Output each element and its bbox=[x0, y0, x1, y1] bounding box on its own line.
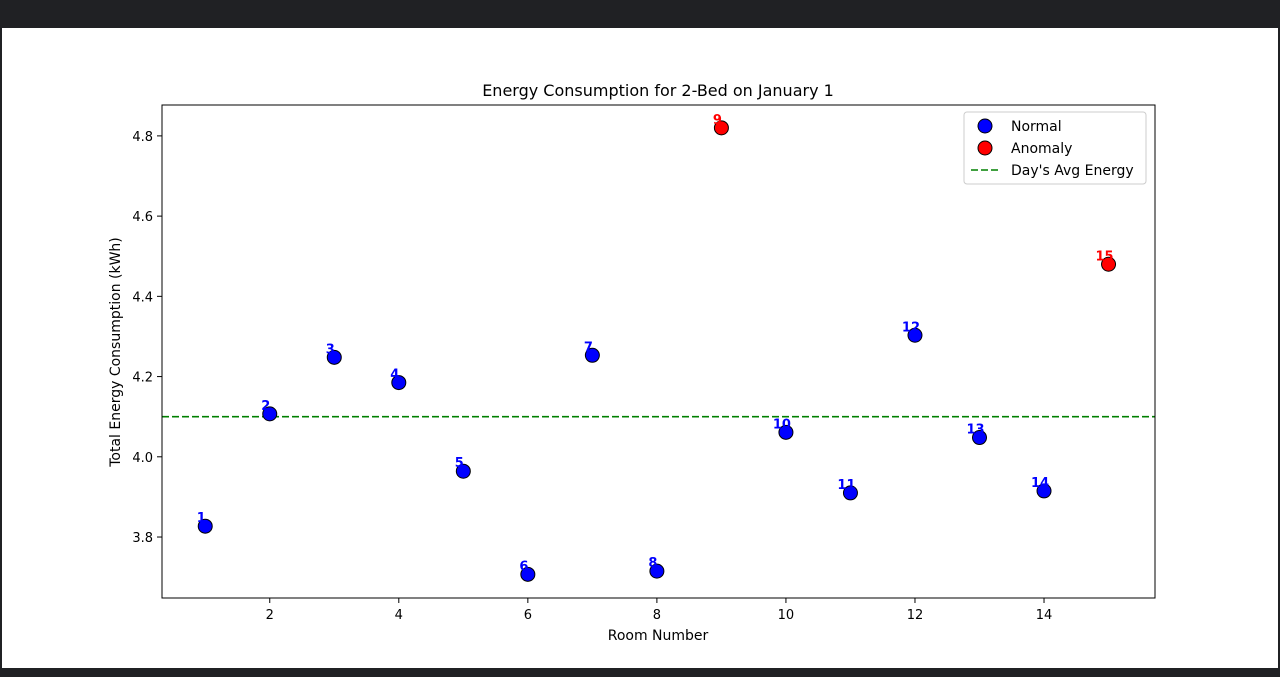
normal-point bbox=[778, 424, 794, 440]
x-tick-label: 8 bbox=[653, 608, 661, 623]
legend-marker bbox=[977, 140, 993, 156]
point-label: 7 bbox=[584, 340, 593, 355]
x-tick-label: 10 bbox=[778, 608, 795, 623]
y-tick-label: 4.2 bbox=[132, 371, 153, 386]
legend-marker bbox=[977, 118, 993, 134]
point-label: 12 bbox=[902, 320, 920, 335]
point-label: 9 bbox=[713, 113, 722, 128]
normal-point bbox=[455, 463, 471, 479]
y-tick-label: 4.4 bbox=[132, 290, 153, 305]
x-tick-label: 12 bbox=[907, 608, 924, 623]
legend-label: Anomaly bbox=[1011, 141, 1072, 157]
legend-box bbox=[963, 111, 1147, 185]
normal-point bbox=[649, 563, 665, 579]
y-tick-label: 4.0 bbox=[132, 451, 153, 466]
x-tick-label: 14 bbox=[1036, 608, 1053, 623]
point-label: 2 bbox=[261, 399, 270, 414]
normal-point bbox=[197, 518, 213, 534]
normal-point bbox=[584, 347, 600, 363]
chart-figure: Energy Consumption for 2-Bed on January … bbox=[2, 28, 1278, 668]
anomaly-point bbox=[713, 120, 729, 136]
x-tick-label: 6 bbox=[524, 608, 532, 623]
point-label: 1 bbox=[197, 511, 206, 526]
point-label: 4 bbox=[390, 368, 399, 383]
window-bottom-bar bbox=[0, 668, 1280, 677]
anomaly-point bbox=[1101, 256, 1117, 272]
x-tick-label: 4 bbox=[395, 608, 403, 623]
point-label: 10 bbox=[773, 417, 791, 432]
y-tick-label: 4.6 bbox=[132, 210, 153, 225]
point-label: 15 bbox=[1095, 249, 1113, 264]
normal-point bbox=[520, 566, 536, 582]
legend: Normal Anomaly Day's Avg Energy bbox=[963, 111, 1147, 185]
y-tick-label: 4.8 bbox=[132, 130, 153, 145]
plot-frame bbox=[161, 104, 1156, 599]
point-label: 5 bbox=[455, 456, 464, 471]
x-tick-label: 2 bbox=[266, 608, 274, 623]
legend-label: Day's Avg Energy bbox=[1011, 163, 1134, 179]
normal-point bbox=[1036, 483, 1052, 499]
normal-point bbox=[262, 406, 278, 422]
normal-point bbox=[391, 375, 407, 391]
point-label: 14 bbox=[1031, 476, 1049, 491]
y-axis-label: Total Energy Consumption (kWh) bbox=[108, 237, 124, 468]
normal-point bbox=[971, 430, 987, 446]
point-label: 13 bbox=[966, 423, 984, 438]
legend-label: Normal bbox=[1011, 119, 1062, 135]
plot-area: 2 4 6 8 10 12 143.84.04.24.44.64.8123456781011… bbox=[132, 104, 1156, 623]
point-label: 8 bbox=[648, 556, 657, 571]
point-label: 3 bbox=[326, 342, 335, 357]
x-axis-label: Room Number bbox=[608, 628, 709, 644]
window-top-bar bbox=[0, 0, 1280, 28]
normal-point bbox=[326, 349, 342, 365]
normal-point bbox=[907, 327, 923, 343]
scatter-chart: Energy Consumption for 2-Bed on January … bbox=[108, 81, 1156, 644]
normal-point bbox=[842, 485, 858, 501]
chart-title: Energy Consumption for 2-Bed on January … bbox=[482, 81, 834, 100]
y-tick-label: 3.8 bbox=[132, 531, 153, 546]
point-label: 6 bbox=[519, 559, 528, 574]
point-label: 11 bbox=[837, 478, 855, 493]
